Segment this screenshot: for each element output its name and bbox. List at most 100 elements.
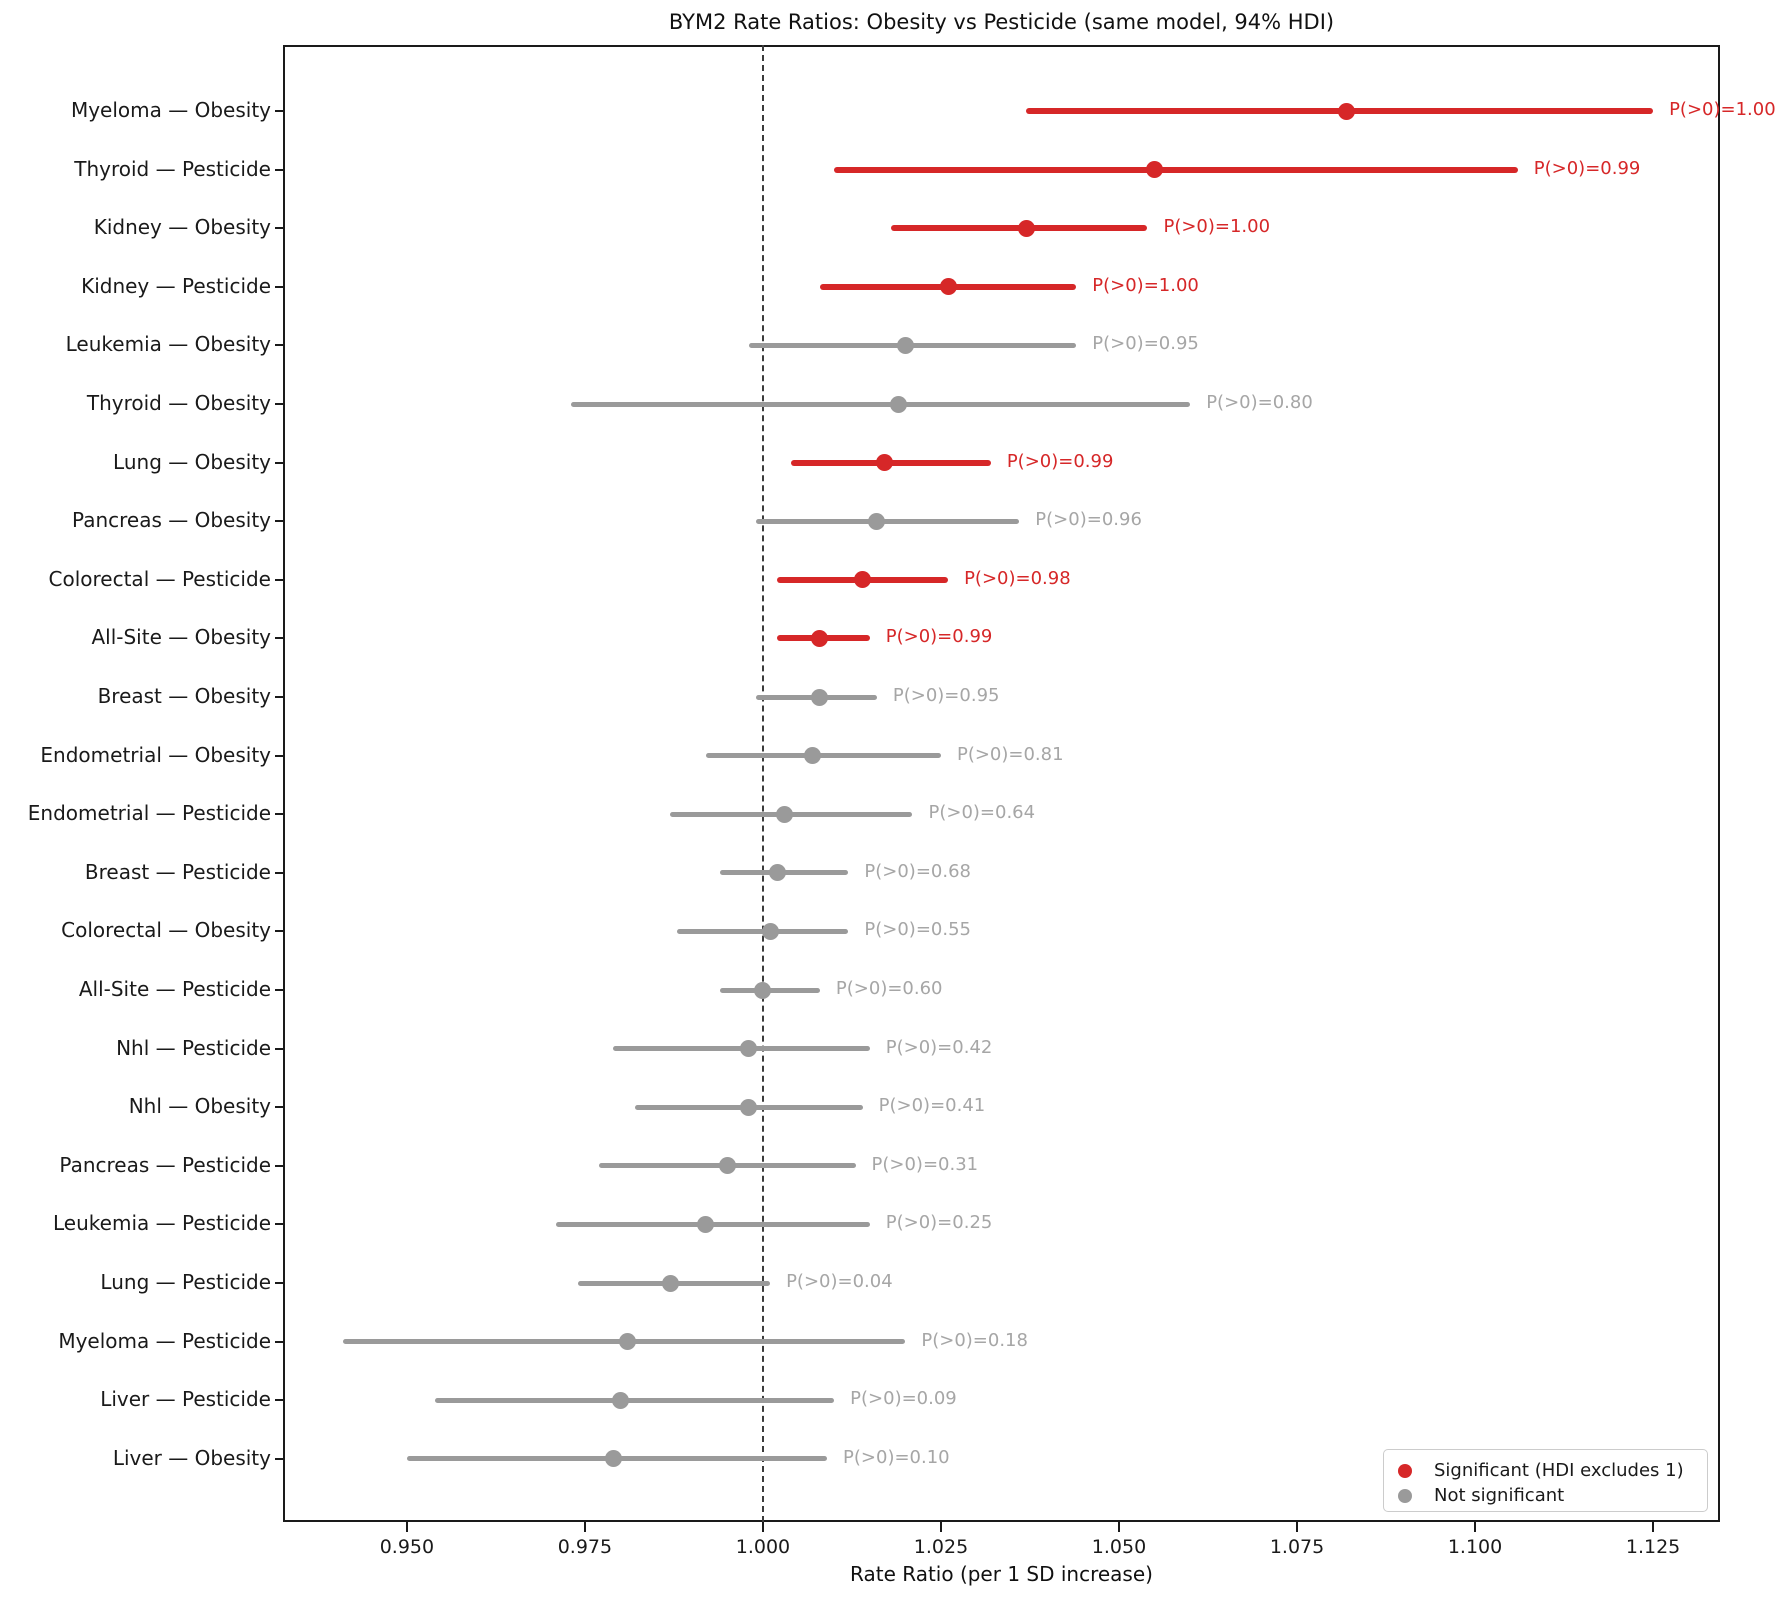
probability-annotation: P(>0)=0.68 [864, 860, 971, 882]
mean-point-marker [1017, 219, 1035, 237]
y-tick-mark [275, 813, 283, 816]
y-tick-mark [275, 1457, 283, 1460]
y-tick-label: Kidney — Pesticide [81, 273, 271, 298]
mean-point-marker [619, 1333, 637, 1351]
probability-annotation: P(>0)=0.98 [964, 567, 1071, 589]
y-tick-mark [275, 1164, 283, 1167]
mean-point-marker [612, 1391, 630, 1409]
x-tick-label: 1.050 [1091, 1536, 1147, 1558]
mean-point-marker [697, 1215, 715, 1233]
not-significant-dot-icon [1398, 1488, 1412, 1503]
y-tick-label: Nhl — Obesity [128, 1094, 271, 1119]
y-tick-mark [275, 285, 283, 288]
y-tick-mark [275, 637, 283, 640]
x-tick-label: 1.125 [1625, 1536, 1681, 1558]
legend-label: Not significant [1434, 1485, 1565, 1506]
mean-point-marker [854, 571, 872, 589]
significant-dot-icon [1398, 1463, 1412, 1478]
mean-point-marker [768, 864, 786, 882]
mean-point-marker [1338, 102, 1356, 120]
legend-entry-significant: Significant (HDI excludes 1) [1398, 1458, 1707, 1483]
y-tick-label: Lung — Pesticide [100, 1270, 271, 1294]
y-tick-label: All-Site — Pesticide [78, 977, 271, 1001]
y-tick-mark [275, 871, 283, 874]
y-tick-mark [275, 578, 283, 581]
mean-point-marker [889, 395, 907, 413]
mean-point-marker [775, 805, 793, 823]
y-tick-mark [275, 1223, 283, 1226]
y-tick-label: Colorectal — Pesticide [48, 566, 271, 591]
x-tick-label: 1.000 [735, 1536, 791, 1558]
mean-point-marker [754, 981, 772, 999]
legend-label: Significant (HDI excludes 1) [1434, 1460, 1684, 1481]
y-tick-mark [275, 1340, 283, 1343]
probability-annotation: P(>0)=0.41 [878, 1095, 986, 1117]
y-tick-mark [275, 1282, 283, 1284]
mean-point-marker [939, 278, 957, 296]
mean-point-marker [740, 1098, 758, 1116]
probability-annotation: P(>0)=0.42 [885, 1036, 993, 1058]
y-tick-mark [275, 696, 283, 698]
y-tick-label: Leukemia — Obesity [65, 332, 271, 357]
y-tick-label: Kidney — Obesity [93, 215, 271, 240]
y-tick-mark [275, 403, 283, 405]
y-tick-label: Thyroid — Pesticide [74, 156, 271, 181]
mean-point-marker [811, 629, 829, 647]
reference-line-1.0 [761, 45, 764, 1522]
x-tick-mark [939, 1522, 942, 1532]
probability-annotation: P(>0)=0.18 [921, 1329, 1028, 1351]
y-tick-label: Pancreas — Obesity [72, 508, 271, 533]
x-tick-mark [1117, 1522, 1120, 1532]
y-tick-label: Endometrial — Obesity [40, 742, 271, 767]
probability-annotation: P(>0)=0.81 [956, 743, 1064, 765]
x-tick-mark [1474, 1522, 1477, 1532]
mean-point-marker [718, 1157, 736, 1175]
x-tick-label: 0.950 [379, 1536, 435, 1558]
probability-annotation: P(>0)=0.95 [892, 685, 1000, 706]
probability-annotation: P(>0)=0.99 [1533, 157, 1641, 179]
plot-area [283, 45, 1720, 1522]
y-tick-label: Pancreas — Pesticide [59, 1152, 271, 1177]
probability-annotation: P(>0)=1.00 [1092, 274, 1199, 296]
y-tick-mark [275, 930, 283, 933]
y-tick-label: Leukemia — Pesticide [53, 1211, 271, 1236]
y-tick-label: Endometrial — Pesticide [27, 801, 271, 826]
x-tick-mark [761, 1522, 764, 1532]
legend-box: Significant (HDI excludes 1) Not signifi… [1383, 1449, 1708, 1512]
probability-annotation: P(>0)=0.09 [850, 1388, 957, 1410]
probability-annotation: P(>0)=0.95 [1092, 333, 1199, 355]
probability-annotation: P(>0)=0.04 [786, 1271, 893, 1292]
mean-point-marker [811, 688, 829, 706]
y-tick-label: Myeloma — Obesity [70, 98, 271, 122]
y-tick-mark [275, 1047, 283, 1050]
y-tick-label: Breast — Pesticide [84, 859, 271, 884]
y-tick-label: Thyroid — Obesity [86, 391, 271, 415]
probability-annotation: P(>0)=0.99 [885, 626, 993, 648]
x-tick-mark [583, 1522, 586, 1532]
y-tick-label: Breast — Obesity [97, 684, 271, 708]
hdi-interval-line [570, 401, 1191, 407]
x-tick-mark [1296, 1522, 1299, 1532]
mean-point-marker [604, 1450, 622, 1468]
hdi-interval-line [755, 518, 1020, 524]
x-tick-mark [1652, 1522, 1655, 1532]
y-tick-mark [275, 520, 283, 523]
y-tick-mark [275, 1399, 283, 1402]
x-tick-label: 1.100 [1447, 1536, 1503, 1558]
hdi-interval-line [834, 166, 1518, 173]
x-tick-label: 1.025 [913, 1536, 969, 1558]
y-tick-label: All-Site — Obesity [91, 625, 271, 650]
y-tick-label: Nhl — Pesticide [116, 1035, 271, 1060]
legend-entry-not-significant: Not significant [1398, 1483, 1707, 1508]
y-tick-mark [275, 989, 283, 991]
probability-annotation: P(>0)=0.96 [1035, 509, 1142, 531]
probability-annotation: P(>0)=0.31 [871, 1153, 979, 1175]
probability-annotation: P(>0)=0.10 [843, 1446, 950, 1468]
y-tick-mark [275, 110, 283, 112]
probability-annotation: P(>0)=0.80 [1206, 392, 1313, 413]
mean-point-marker [1146, 161, 1164, 179]
y-tick-label: Liver — Obesity [112, 1445, 271, 1470]
y-tick-mark [275, 1106, 283, 1109]
y-tick-label: Liver — Pesticide [100, 1387, 271, 1412]
